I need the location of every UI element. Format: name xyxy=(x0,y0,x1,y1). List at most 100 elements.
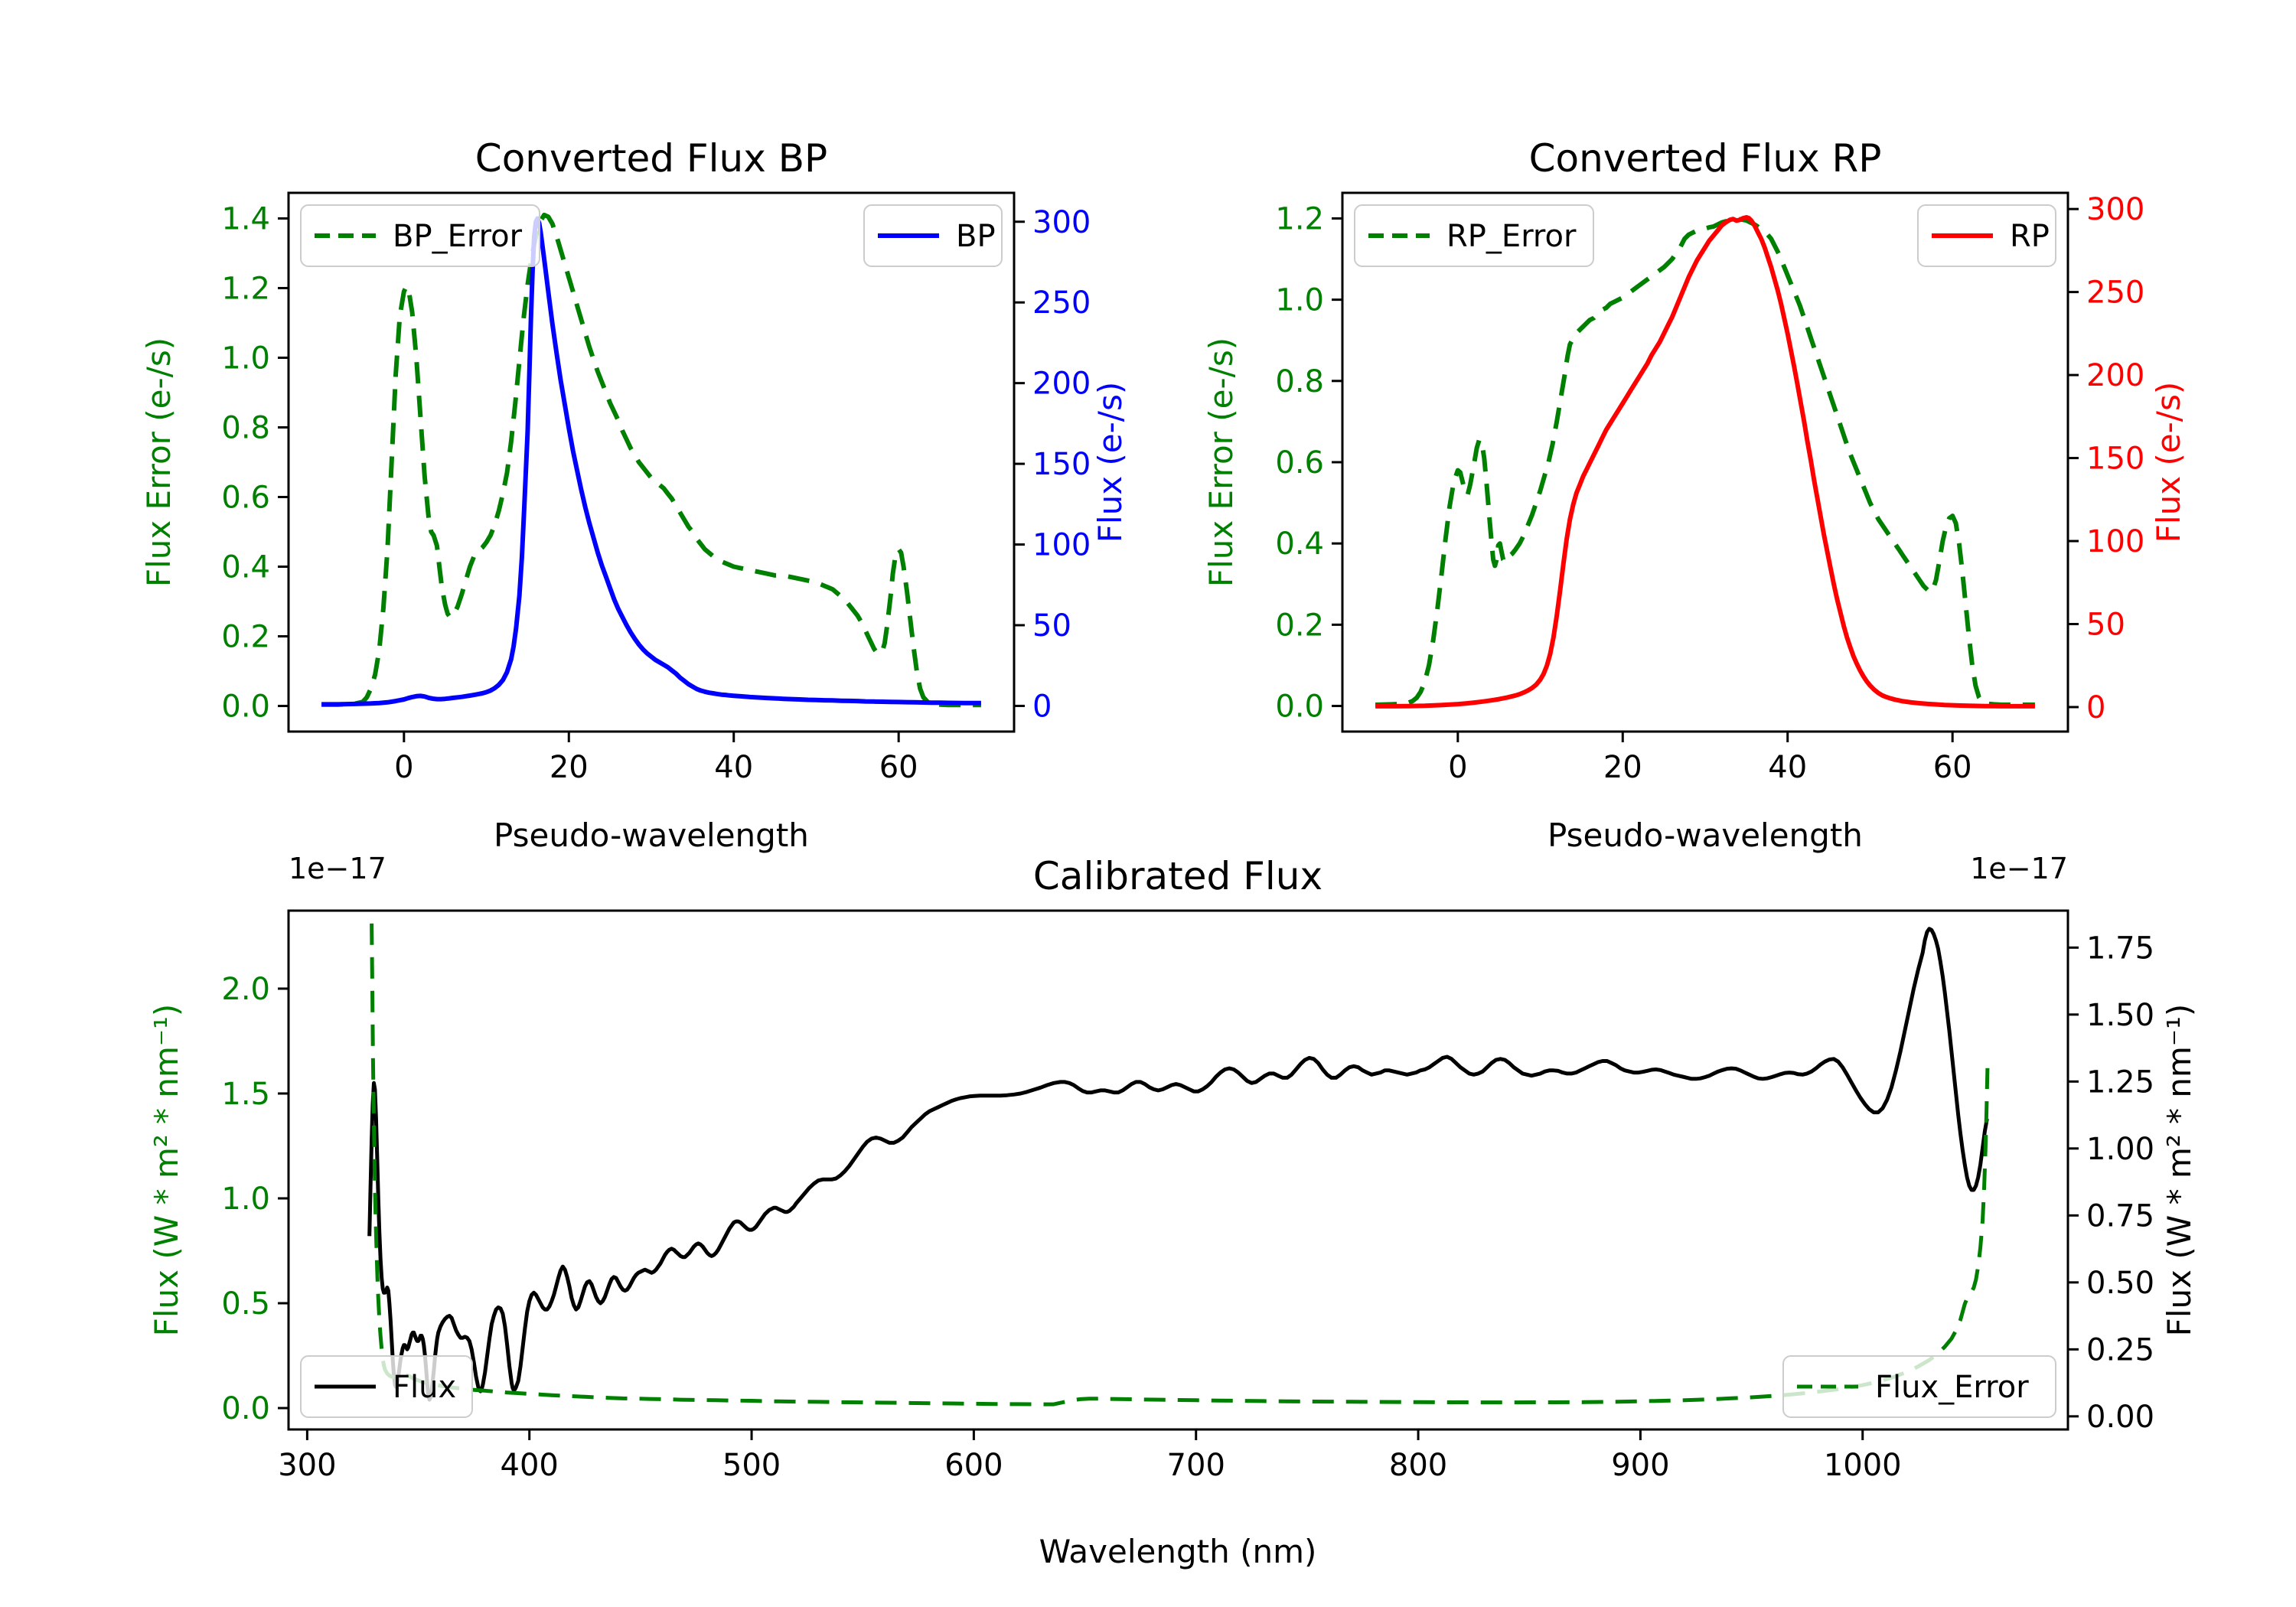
rp-chart-title: Converted Flux RP xyxy=(1529,136,1882,181)
y-tick-label-left: 0.2 xyxy=(221,620,270,655)
x-tick-label: 60 xyxy=(879,750,918,785)
y-tick-label-right: 0.75 xyxy=(2086,1198,2154,1234)
calibrated-chart-title: Calibrated Flux xyxy=(1033,854,1322,898)
legend-label: RP_Error xyxy=(1446,219,1577,254)
chart-converted-flux-bp: BP_Error BP 0 20 40 60 0.0 0.2 0.4 0.6 0.8 1.0 1.2 1.… xyxy=(221,191,1091,785)
legend-box xyxy=(1354,204,1594,267)
series-bp-error-line xyxy=(321,212,981,708)
y-tick-label-left: 2.0 xyxy=(221,972,270,1007)
y-tick-label-right: 300 xyxy=(2086,192,2144,227)
series-rp-error-line xyxy=(1375,217,2035,707)
axes-frame xyxy=(287,191,1016,733)
y-tick-label-right: 0.00 xyxy=(2086,1400,2154,1435)
legend-flux-error: Flux_Error xyxy=(1782,1355,2056,1418)
y-tick-label-right: 150 xyxy=(2086,442,2144,477)
legend-label: Flux_Error xyxy=(1875,1370,2029,1405)
legend-box xyxy=(300,204,540,267)
y-tick-label-left: 0.5 xyxy=(221,1286,270,1322)
bp-yaxis-label-left: Flux Error (e-/s) xyxy=(140,337,178,587)
x-tick-label: 60 xyxy=(1933,750,1972,785)
x-tick-label: 20 xyxy=(550,750,589,785)
calibrated-yaxis-label-right: Flux (W * m² * nm⁻¹) xyxy=(2161,1004,2198,1337)
plot-area-bp xyxy=(321,212,981,708)
y-tick-label-left: 0.6 xyxy=(1275,445,1324,481)
x-tick-label: 40 xyxy=(1768,750,1807,785)
y-tick-label-left: 1.4 xyxy=(221,201,270,236)
calibrated-yaxis-label-left: Flux (W * m² * nm⁻¹) xyxy=(148,1004,185,1337)
x-tick-label: 0 xyxy=(1448,750,1467,785)
y-tick-label-left: 1.0 xyxy=(221,341,270,376)
legend-label: BP xyxy=(956,219,996,254)
x-tick-label: 600 xyxy=(944,1448,1003,1483)
legend-box xyxy=(300,1355,473,1418)
y-tick-label-right: 100 xyxy=(1032,528,1091,563)
y-tick-label-right: 0 xyxy=(2086,690,2105,725)
y-tick-label-right: 1.25 xyxy=(2086,1064,2154,1100)
x-tick-label: 1000 xyxy=(1824,1448,1902,1483)
y-tick-label-right: 200 xyxy=(2086,358,2144,393)
chart-converted-flux-rp: RP_Error RP 0 20 40 60 0.0 0.2 0.4 0.6 0.8 1.0 1.2 0 5… xyxy=(1275,191,2144,785)
y-tick-label-left: 0.6 xyxy=(221,481,270,516)
bp-xaxis-label: Pseudo-wavelength xyxy=(494,817,809,854)
y-tick-label-left: 1.2 xyxy=(1275,201,1324,236)
y-tick-label-right: 50 xyxy=(1032,608,1071,644)
y-tick-label-left: 0.2 xyxy=(1275,608,1324,643)
legend-bp-error: BP_Error xyxy=(300,204,540,267)
y-tick-label-right: 1.00 xyxy=(2086,1132,2154,1167)
y-tick-label-right: 0.25 xyxy=(2086,1332,2154,1367)
y-tick-label-right: 150 xyxy=(1032,447,1091,482)
y-tick-label-left: 1.0 xyxy=(221,1182,270,1217)
y-tick-label-right: 200 xyxy=(1032,367,1091,402)
x-tick-label: 700 xyxy=(1167,1448,1225,1483)
chart-text-labels: Converted Flux BP Converted Flux RP Cali… xyxy=(140,136,2198,1570)
series-flux-line xyxy=(367,927,1989,1402)
y-tick-label-left: 1.5 xyxy=(221,1077,270,1112)
y-tick-label-left: 0.8 xyxy=(1275,364,1324,399)
rp-yaxis-label-left: Flux Error (e-/s) xyxy=(1202,337,1240,587)
y-tick-label-right: 100 xyxy=(2086,524,2144,559)
rp-yaxis-label-right: Flux (e-/s) xyxy=(2150,382,2187,543)
legend-box xyxy=(1782,1355,2056,1418)
y-tick-label-left: 0.0 xyxy=(221,689,270,725)
x-tick-label: 500 xyxy=(722,1448,781,1483)
y-tick-label-right: 250 xyxy=(1032,285,1091,321)
legend-label: BP_Error xyxy=(393,219,523,254)
chart-calibrated-flux: Flux Flux_Error 300 400 500 600 700 800 900 1000 0… xyxy=(221,909,2154,1483)
x-tick-label: 800 xyxy=(1389,1448,1447,1483)
calibrated-xaxis-label: Wavelength (nm) xyxy=(1039,1533,1317,1570)
x-tick-label: 40 xyxy=(714,750,753,785)
series-flux-error-line xyxy=(370,923,1990,1407)
y-tick-label-left: 0.8 xyxy=(221,410,270,445)
axes-frame xyxy=(287,909,2069,1431)
offset-text-left: 1e−17 xyxy=(289,852,386,885)
legend-label: RP xyxy=(2010,219,2050,254)
x-tick-label: 300 xyxy=(278,1448,336,1483)
y-tick-label-left: 0.0 xyxy=(221,1391,270,1426)
series-rp-line xyxy=(1375,215,2035,709)
y-tick-label-right: 250 xyxy=(2086,275,2144,311)
y-tick-label-left: 0.4 xyxy=(1275,526,1324,562)
rp-xaxis-label: Pseudo-wavelength xyxy=(1548,817,1863,854)
bp-chart-title: Converted Flux BP xyxy=(475,136,827,181)
y-tick-label-left: 1.0 xyxy=(1275,283,1324,318)
legend-bp: BP xyxy=(863,204,1003,267)
x-tick-label: 0 xyxy=(394,750,413,785)
y-tick-label-right: 1.50 xyxy=(2086,998,2154,1033)
legend-label: Flux xyxy=(393,1370,456,1405)
y-tick-label-left: 1.2 xyxy=(221,271,270,306)
x-tick-label: 900 xyxy=(1611,1448,1669,1483)
series-bp-line xyxy=(321,216,981,707)
y-tick-label-left: 0.4 xyxy=(221,550,270,585)
y-tick-label-right: 50 xyxy=(2086,608,2125,643)
y-tick-label-right: 0 xyxy=(1032,689,1052,724)
x-tick-label: 400 xyxy=(501,1448,559,1483)
offset-text-right: 1e−17 xyxy=(1970,852,2068,885)
plot-area-calibrated xyxy=(367,923,1990,1407)
axes-frame xyxy=(1341,191,2069,733)
legend-rp-error: RP_Error xyxy=(1354,204,1594,267)
plot-area-rp xyxy=(1375,215,2035,709)
x-tick-label: 20 xyxy=(1603,750,1642,785)
legend-flux: Flux xyxy=(300,1355,473,1418)
y-tick-label-left: 0.0 xyxy=(1275,689,1324,725)
